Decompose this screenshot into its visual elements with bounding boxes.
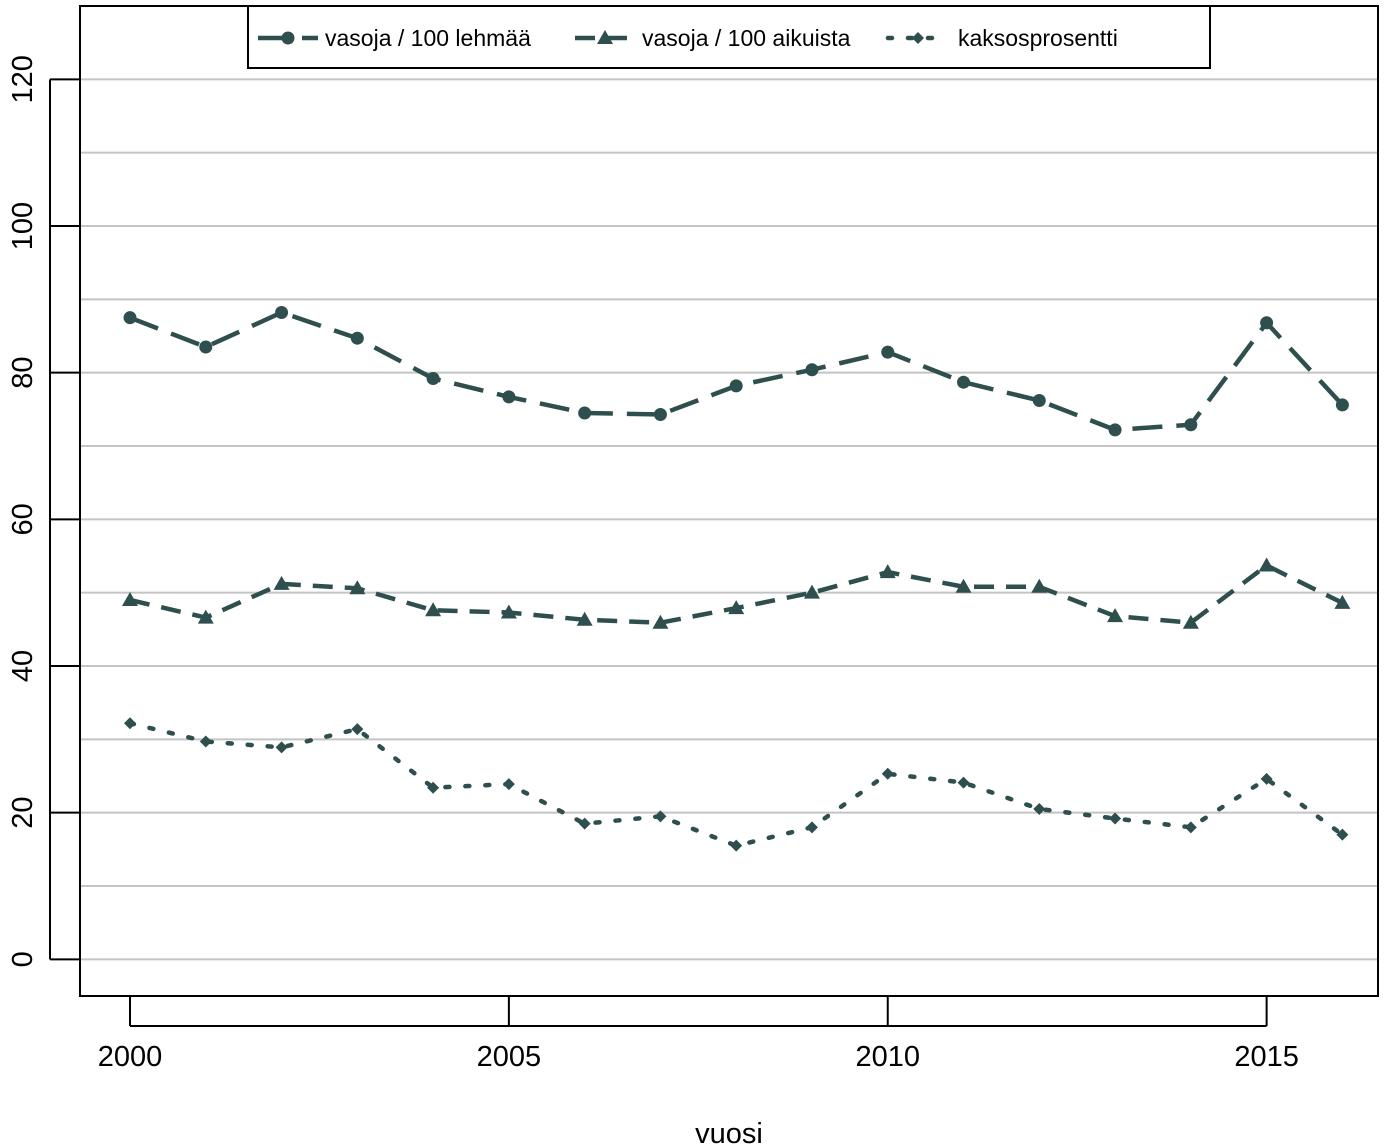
y-axis: 0 20 40 60 80 100 120 <box>7 55 80 967</box>
x-axis-label: vuosi <box>695 1118 763 1148</box>
series-3-point <box>730 839 743 852</box>
series-line-1 <box>129 310 1345 433</box>
series-3-point <box>578 817 591 830</box>
series-1-point <box>881 345 895 359</box>
series-3-point <box>351 723 364 736</box>
y-tick-label: 120 <box>7 55 39 103</box>
y-tick-label: 60 <box>7 503 39 535</box>
series-lines <box>127 310 1345 848</box>
series-3-point <box>1336 828 1349 841</box>
series-markers <box>122 306 1351 852</box>
series-2-point <box>1031 578 1048 593</box>
series-1-point <box>1032 394 1046 408</box>
series-2-point <box>500 604 517 619</box>
legend-label-1: vasoja / 100 lehmää <box>325 25 531 51</box>
series-1-point <box>123 311 137 325</box>
series-2-point <box>1258 557 1275 572</box>
x-tick-label: 2005 <box>477 1041 542 1073</box>
series-1-point <box>729 379 743 393</box>
series-1-point <box>502 390 516 404</box>
y-tick-label: 100 <box>7 202 39 250</box>
series-2-point <box>349 580 366 595</box>
y-tick-label: 80 <box>7 357 39 389</box>
series-3-point <box>881 767 894 780</box>
series-3-point <box>957 776 970 789</box>
series-3-point <box>427 781 440 794</box>
series-2-point <box>955 578 972 593</box>
legend-swatch-marker-2 <box>597 30 613 44</box>
series-2-point <box>652 614 669 629</box>
series-1-point <box>1260 316 1274 330</box>
series-3-point <box>1184 821 1197 834</box>
series-2-point <box>1334 594 1351 609</box>
series-2-point <box>803 584 820 599</box>
series-1-point <box>1108 423 1122 437</box>
legend: vasoja / 100 lehmää vasoja / 100 aikuista… <box>247 5 1211 69</box>
series-3-point <box>654 810 667 823</box>
series-3-point <box>1033 803 1046 815</box>
series-1-point <box>653 407 667 421</box>
series-3-point <box>502 778 515 791</box>
series-1-point <box>199 340 213 354</box>
series-line-3 <box>127 720 1345 848</box>
series-2-point <box>1107 608 1124 623</box>
series-2-point <box>273 575 290 590</box>
x-tick-label: 2000 <box>98 1041 163 1073</box>
series-1-point <box>350 331 364 345</box>
series-1-point <box>426 372 440 386</box>
series-3-point <box>275 741 288 754</box>
y-tick-label: 0 <box>7 951 39 967</box>
series-2-point <box>728 600 745 615</box>
plot-frame <box>79 5 1379 997</box>
series-1-point <box>1184 418 1198 432</box>
x-axis: 2000 2005 2010 2015 <box>98 996 1299 1073</box>
legend-swatch-marker-3 <box>912 32 924 44</box>
legend-swatch-marker-1 <box>281 31 295 45</box>
x-tick-label: 2010 <box>855 1041 920 1073</box>
series-2-point <box>879 564 896 579</box>
y-tick-label: 40 <box>7 650 39 682</box>
series-1-point <box>578 406 592 420</box>
series-3-point <box>199 735 212 748</box>
series-3-point <box>124 717 137 730</box>
series-3-point <box>1260 772 1273 785</box>
series-2-point <box>122 592 139 606</box>
gridlines <box>80 78 1378 961</box>
legend-box <box>247 5 1211 69</box>
series-1-point <box>957 375 971 389</box>
x-tick-label: 2015 <box>1234 1041 1299 1073</box>
legend-label-2: vasoja / 100 aikuista <box>642 25 851 51</box>
y-tick-label: 20 <box>7 797 39 829</box>
series-2-point <box>1182 614 1199 629</box>
series-line-2 <box>129 563 1344 625</box>
series-2-point <box>576 611 593 626</box>
series-1-point <box>1335 398 1349 412</box>
series-3-point <box>805 821 818 834</box>
series-1-point <box>805 363 819 377</box>
series-1-point <box>275 306 289 320</box>
legend-label-3: kaksosprosentti <box>958 25 1118 51</box>
series-2-point <box>197 609 214 624</box>
series-2-point <box>425 602 442 617</box>
series-3-point <box>1109 812 1122 825</box>
